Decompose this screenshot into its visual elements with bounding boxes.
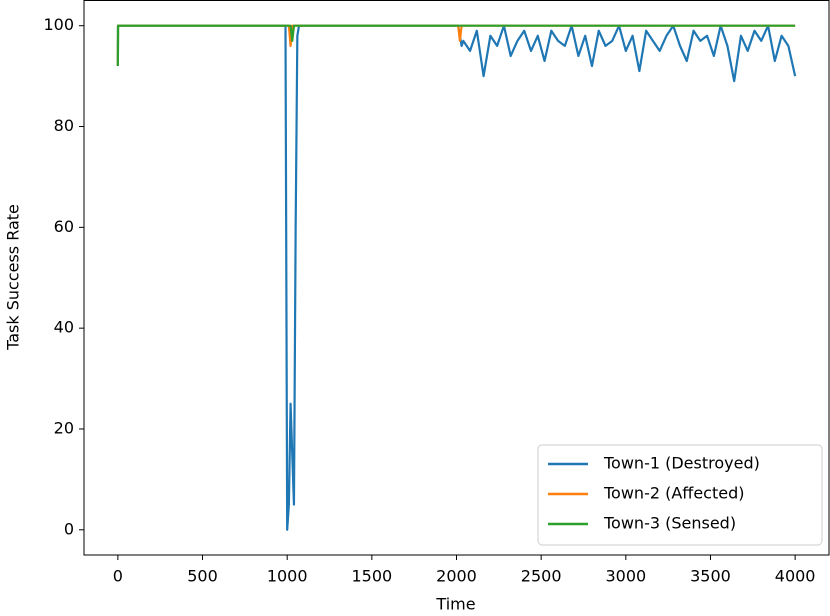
x-tick-label: 2500 xyxy=(521,567,562,586)
x-axis-label: Time xyxy=(435,595,475,614)
y-axis-label: Task Success Rate xyxy=(4,204,23,351)
legend-box xyxy=(537,444,823,546)
data-line xyxy=(116,24,796,67)
x-tick-label: 1000 xyxy=(267,567,308,586)
x-tick-label: 4000 xyxy=(775,567,816,586)
x-tick-label: 1500 xyxy=(351,567,392,586)
x-tick-label: 3000 xyxy=(605,567,646,586)
legend-label: Town-2 (Affected) xyxy=(603,484,744,503)
x-tick-label: 500 xyxy=(187,567,218,586)
y-tick-label: 80 xyxy=(54,116,74,135)
y-tick-label: 100 xyxy=(43,15,74,34)
y-tick-label: 20 xyxy=(54,418,74,437)
y-tick-label: 40 xyxy=(54,318,74,337)
x-tick-label: 0 xyxy=(113,567,123,586)
x-tick-label: 3500 xyxy=(690,567,731,586)
legend-label: Town-3 (Sensed) xyxy=(603,514,736,533)
y-tick-label: 0 xyxy=(64,519,74,538)
plot-frame xyxy=(83,0,830,556)
legend-label: Town-1 (Destroyed) xyxy=(603,454,760,473)
y-tick-label: 60 xyxy=(54,217,74,236)
x-tick-label: 2000 xyxy=(436,567,477,586)
